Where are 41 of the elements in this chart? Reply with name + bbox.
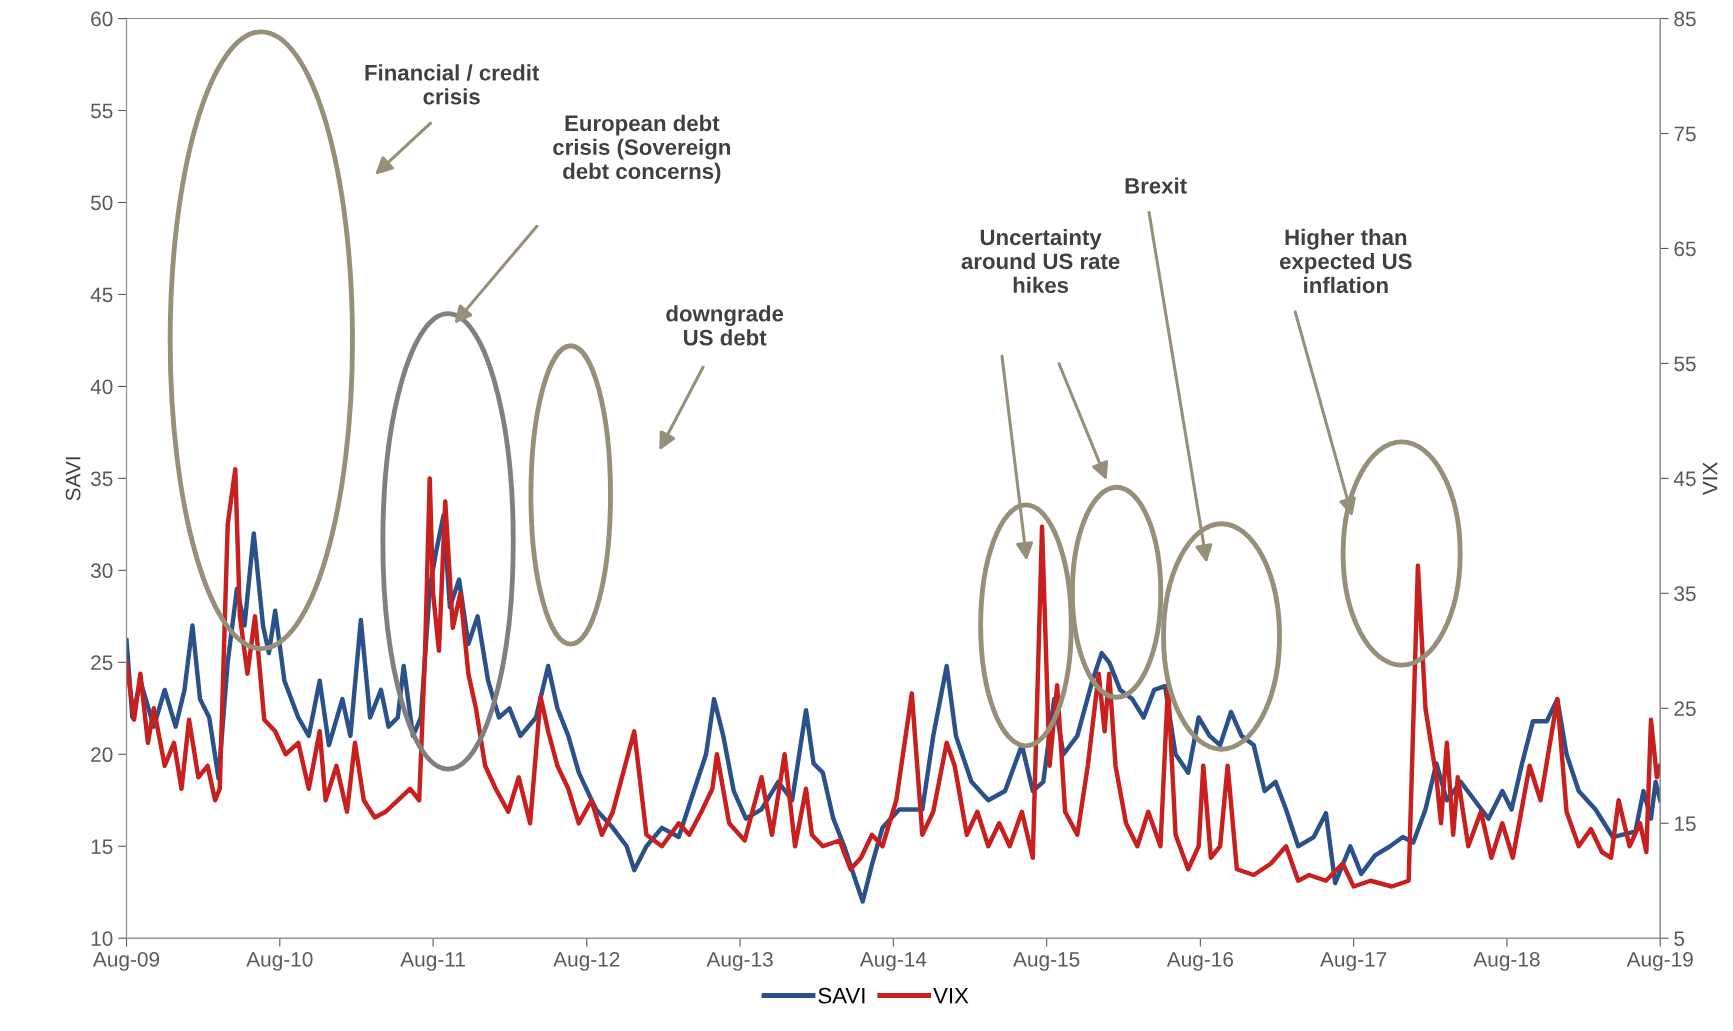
y-tick-label: 10 <box>91 931 113 946</box>
x-tick-label: Aug-11 <box>400 952 465 971</box>
x-tick-label: Aug-12 <box>553 951 620 971</box>
y2-tick-label: 75 <box>1674 126 1696 142</box>
annotation: Higher than expected US inflation <box>1279 228 1412 294</box>
x-tick-label: Aug-19 <box>1626 951 1693 971</box>
y-tick-label: 40 <box>90 379 113 395</box>
y-tick-label: 50 <box>90 195 113 211</box>
x-tick-label: Aug-16 <box>1166 951 1234 971</box>
annotation: Brexit <box>1125 177 1187 194</box>
y2-tick-label: 35 <box>1674 586 1696 602</box>
y2-tick-label: 45 <box>1673 471 1696 487</box>
y2-tick-label: 25 <box>1674 701 1696 717</box>
annotation: downgrade US debt <box>666 305 784 346</box>
annotation: Uncertainty around US rate hikes <box>961 228 1120 294</box>
y2-tick-label: 15 <box>1675 816 1696 832</box>
y2-tick-label: 55 <box>1674 356 1696 372</box>
y-axis-title: SAVI <box>65 457 81 501</box>
y2-tick-label: 85 <box>1674 11 1696 27</box>
legend-label: VIX <box>933 988 969 1004</box>
y-tick-label: 20 <box>91 747 113 763</box>
x-tick-label: Aug-13 <box>706 951 773 971</box>
y-tick-label: 45 <box>90 287 113 303</box>
y-tick-label: 25 <box>91 655 113 671</box>
y-tick-label: 35 <box>90 471 113 487</box>
x-tick-label: Aug-17 <box>1320 952 1387 971</box>
y2-tick-label: 5 <box>1674 931 1685 946</box>
y2-tick-label: 65 <box>1674 241 1696 257</box>
x-tick-label: Aug-10 <box>246 951 313 971</box>
x-tick-label: Aug-18 <box>1473 951 1540 971</box>
y-tick-label: 60 <box>91 11 113 27</box>
y2-axis-title: VIX <box>1702 462 1718 496</box>
annotation: Financial / credit crisis <box>365 64 540 105</box>
y-tick-label: 15 <box>91 839 113 854</box>
legend-label: SAVI <box>818 987 865 1004</box>
x-tick-label: Aug-14 <box>859 952 927 971</box>
x-tick-label: Aug-09 <box>92 951 160 971</box>
annotation: European debt crisis (Sovereign debt concerns) <box>553 114 731 184</box>
y-tick-label: 55 <box>90 103 113 119</box>
x-tick-label: Aug-15 <box>1013 952 1080 971</box>
y-tick-label: 30 <box>90 563 113 579</box>
